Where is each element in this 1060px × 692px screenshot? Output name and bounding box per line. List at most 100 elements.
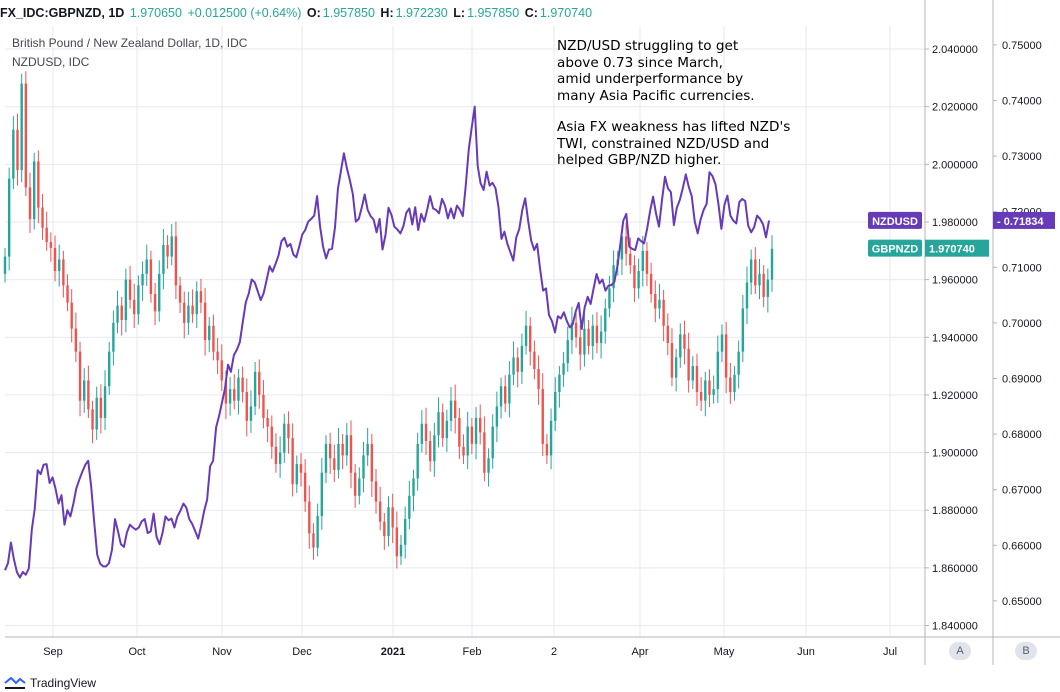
nzdusd-line-series[interactable] [4, 105, 770, 579]
candle[interactable] [545, 434, 549, 465]
candle[interactable] [679, 323, 682, 368]
candle[interactable] [83, 368, 86, 413]
candle[interactable] [62, 250, 65, 298]
candle[interactable] [49, 232, 53, 262]
candle[interactable] [516, 347, 519, 388]
candle[interactable] [216, 338, 219, 375]
candle[interactable] [141, 261, 144, 301]
candle[interactable] [287, 411, 290, 454]
candle[interactable] [308, 485, 311, 549]
candle[interactable] [108, 341, 111, 395]
candle[interactable] [458, 408, 461, 459]
candle[interactable] [541, 373, 544, 457]
candle[interactable] [624, 222, 628, 266]
candle[interactable] [291, 423, 294, 497]
candle[interactable] [112, 310, 115, 366]
candle[interactable] [391, 493, 394, 544]
candle[interactable] [683, 320, 686, 365]
candle[interactable] [70, 289, 73, 343]
candle[interactable] [212, 314, 215, 361]
candle[interactable] [399, 534, 403, 565]
candle[interactable] [645, 242, 649, 286]
candle[interactable] [403, 506, 407, 559]
candle[interactable] [16, 113, 19, 186]
candle[interactable] [595, 312, 599, 354]
candle[interactable] [770, 235, 774, 292]
candle[interactable] [462, 434, 465, 465]
candle[interactable] [87, 365, 90, 418]
candle[interactable] [91, 400, 94, 444]
candle[interactable] [333, 444, 336, 482]
candle[interactable] [178, 276, 182, 314]
candle[interactable] [103, 370, 107, 431]
candle[interactable] [729, 362, 732, 405]
candle[interactable] [158, 260, 161, 322]
candle[interactable] [599, 315, 603, 359]
candle[interactable] [716, 335, 720, 403]
candle[interactable] [74, 312, 78, 363]
scale-button-a[interactable]: A [949, 642, 971, 660]
candle[interactable] [174, 221, 178, 300]
candle[interactable] [149, 250, 153, 303]
candle[interactable] [278, 436, 282, 478]
candle[interactable] [3, 247, 7, 283]
candle[interactable] [116, 290, 119, 334]
candle[interactable] [37, 150, 40, 224]
candle[interactable] [487, 448, 490, 487]
candle[interactable] [708, 369, 711, 408]
candle[interactable] [662, 289, 665, 342]
candle[interactable] [591, 314, 594, 360]
candle[interactable] [666, 313, 669, 356]
candle[interactable] [28, 172, 32, 233]
candle[interactable] [187, 291, 190, 335]
candle[interactable] [416, 432, 419, 491]
candle[interactable] [554, 377, 557, 432]
candle[interactable] [695, 353, 699, 406]
candle[interactable] [749, 249, 753, 295]
candle[interactable] [499, 377, 503, 419]
candle[interactable] [20, 73, 23, 183]
candle[interactable] [562, 352, 565, 387]
scale-button-b[interactable]: B [1015, 642, 1037, 660]
candle[interactable] [437, 397, 440, 448]
candle[interactable] [366, 427, 369, 466]
candle[interactable] [724, 322, 728, 394]
candle[interactable] [57, 244, 61, 287]
candle[interactable] [762, 265, 765, 308]
candle[interactable] [12, 116, 15, 190]
candle[interactable] [583, 313, 586, 367]
candle[interactable] [483, 416, 486, 482]
candle[interactable] [353, 464, 357, 508]
candle[interactable] [266, 409, 269, 443]
candle[interactable] [362, 441, 365, 493]
candle[interactable] [128, 266, 132, 309]
candle[interactable] [358, 467, 361, 505]
candle[interactable] [387, 496, 390, 547]
candle[interactable] [524, 310, 528, 355]
candle[interactable] [41, 193, 44, 240]
candle[interactable] [203, 287, 207, 356]
candle[interactable] [191, 289, 194, 323]
candle[interactable] [262, 380, 265, 429]
overlay-series-legend[interactable]: NZDUSD, IDC [12, 55, 90, 69]
candle[interactable] [453, 384, 457, 434]
candle[interactable] [445, 409, 449, 452]
candle[interactable] [449, 387, 453, 432]
candle[interactable] [533, 340, 536, 380]
candle[interactable] [258, 359, 261, 409]
candle[interactable] [529, 317, 532, 366]
candle[interactable] [704, 371, 707, 417]
candle[interactable] [383, 513, 386, 550]
candle[interactable] [378, 486, 382, 531]
chart-axes[interactable]: 2.040000 2.020000 2.000000 1.980000 1.960000… [5, 0, 1060, 665]
candle[interactable] [566, 326, 569, 372]
candle[interactable] [162, 228, 165, 290]
candle[interactable] [324, 435, 328, 484]
candle[interactable] [637, 258, 640, 299]
candle[interactable] [316, 503, 319, 557]
candle[interactable] [641, 235, 644, 287]
candle[interactable] [479, 404, 482, 445]
candle[interactable] [228, 376, 232, 416]
candle[interactable] [629, 237, 632, 274]
candle[interactable] [608, 275, 611, 318]
